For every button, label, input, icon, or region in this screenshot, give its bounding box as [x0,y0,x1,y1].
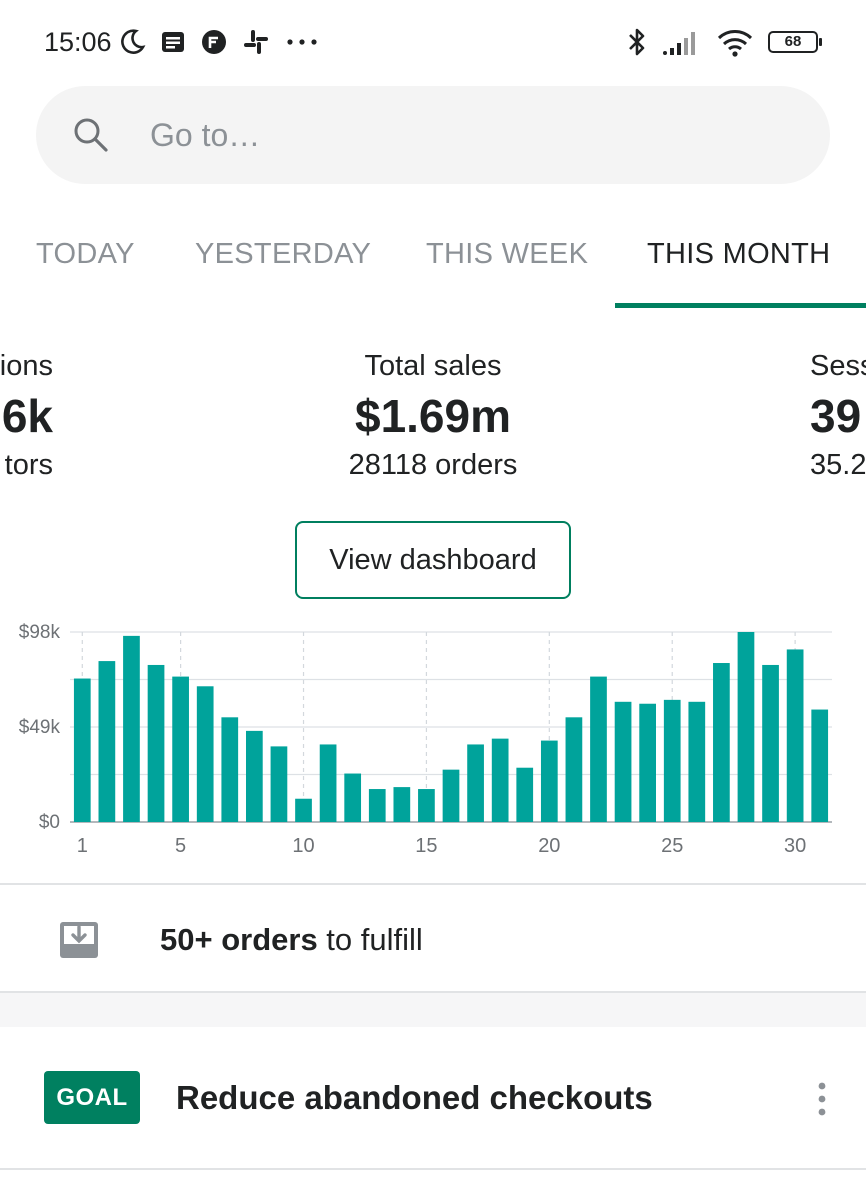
fulfill-text: 50+ orders to fulfill [160,922,423,958]
active-tab-indicator [615,303,866,308]
x-tick-label: 30 [784,835,806,857]
bar-day-5 [172,676,189,822]
metric-sub: 35.2 [810,449,866,481]
bar-day-3 [123,635,140,822]
metric-value: 6k [1,390,53,442]
bar-day-19 [516,767,534,822]
status-icons-left [118,26,320,58]
divider [0,883,866,885]
bar-day-21 [565,717,583,822]
bar-day-18 [491,738,509,822]
bar-day-22 [590,676,607,822]
fulfill-count: 50+ orders [160,922,318,957]
app-badge-icon [202,30,226,54]
bar-day-12 [344,773,362,822]
metric-value: $1.69m [354,390,511,442]
divider [0,1168,866,1170]
x-tick-label: 1 [77,835,88,857]
bar-day-23 [614,701,632,822]
metric-value: 39 [810,390,862,442]
bar-day-4 [147,664,165,822]
tab-this-month[interactable]: THIS MONTH [647,238,831,270]
divider [0,991,866,993]
bar-day-7 [221,717,239,822]
x-tick-label: 15 [415,835,437,857]
bar-day-13 [368,789,386,822]
metric-sessions-next[interactable]: Sess 39 35.2 [810,350,866,482]
search-bar[interactable] [36,86,830,184]
y-tick-label: $98k [19,622,61,643]
metric-sessions-partial[interactable]: ions 6k tors [0,350,53,482]
bar-day-9 [270,746,288,822]
moon-icon [121,29,146,54]
x-tick-label: 25 [661,835,683,857]
metric-label: Sess [810,350,866,382]
metric-total-sales[interactable]: Total sales $1.69m 28118 orders [0,350,866,482]
battery-icon: 68 [768,31,822,53]
news-icon [162,32,184,52]
search-icon [74,118,108,152]
metric-sub: tors [4,449,53,481]
bar-day-8 [245,730,263,822]
metric-label: Total sales [364,350,502,382]
status-icons-right: 68 [626,24,822,60]
tab-today[interactable]: TODAY [36,238,135,270]
x-tick-label: 10 [292,835,314,857]
bar-day-17 [467,744,484,822]
bar-day-6 [196,686,214,822]
view-dashboard-button[interactable]: View dashboard [295,521,571,599]
x-tick-label: 5 [175,835,186,857]
bar-day-14 [393,787,411,822]
signal-icon [663,32,695,55]
more-options-icon[interactable] [808,1079,836,1119]
search-input[interactable] [150,110,790,160]
y-tick-label: $0 [39,812,60,833]
bar-day-28 [737,632,755,822]
fulfill-suffix: to fulfill [317,922,423,957]
slack-icon [244,30,268,54]
bar-day-1 [73,678,91,822]
metric-sub: 28118 orders [348,449,518,481]
more-dots-icon [287,39,317,45]
bar-day-26 [688,701,706,822]
bar-day-2 [98,661,116,822]
bar-day-27 [713,663,730,822]
bar-day-30 [786,649,804,822]
bar-day-11 [319,744,337,822]
bar-day-16 [442,769,460,822]
wifi-icon [717,30,753,57]
bar-day-25 [663,699,681,822]
tab-this-week[interactable]: THIS WEEK [426,238,589,270]
bluetooth-icon [629,28,645,56]
status-time: 15:06 [44,27,112,57]
status-bar: 15:06 [0,0,866,84]
bar-day-31 [811,709,829,822]
section-separator [0,993,866,1027]
x-tick-label: 20 [538,835,560,857]
bar-day-24 [639,703,657,822]
date-range-tabs: TODAY YESTERDAY THIS WEEK THIS MONTH [0,210,866,310]
goal-badge: GOAL [44,1071,140,1124]
tab-yesterday[interactable]: YESTERDAY [195,238,372,270]
bar-day-10 [295,798,312,822]
bar-day-29 [762,664,779,822]
inbox-download-icon [60,922,98,958]
bar-day-15 [418,789,435,822]
metric-label: ions [0,350,53,382]
orders-to-fulfill-row[interactable]: 50+ orders to fulfill [0,886,866,992]
goal-card[interactable]: GOAL Reduce abandoned checkouts [0,1027,866,1169]
goal-title: Reduce abandoned checkouts [176,1079,653,1116]
y-tick-label: $49k [19,717,61,738]
bar-day-20 [540,740,558,822]
